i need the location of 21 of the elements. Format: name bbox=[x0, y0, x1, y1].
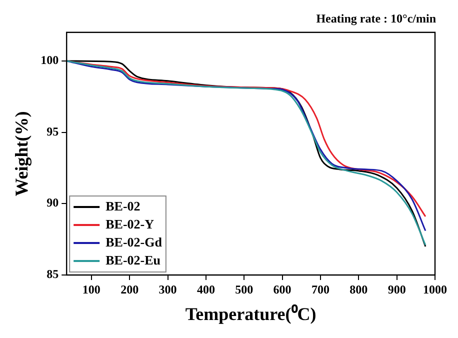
y-axis-title: Weight(%) bbox=[11, 111, 32, 196]
x-tick-label: 100 bbox=[82, 282, 100, 296]
x-tick-label: 900 bbox=[388, 282, 406, 296]
x-tick-label: 200 bbox=[120, 282, 139, 296]
x-tick-label: 500 bbox=[235, 282, 254, 296]
legend-label: BE-02-Gd bbox=[106, 234, 163, 250]
x-tick-label: 600 bbox=[273, 282, 292, 296]
legend-label: BE-02-Y bbox=[106, 216, 155, 232]
y-tick-label: 100 bbox=[40, 53, 59, 68]
x-tick-label: 300 bbox=[158, 282, 177, 296]
chart-title: Heating rate : 10°c/min bbox=[316, 11, 436, 26]
x-tick-label: 700 bbox=[311, 282, 330, 296]
y-tick-label: 95 bbox=[46, 124, 59, 138]
x-tick-label: 400 bbox=[196, 282, 215, 296]
x-tick-label: 1000 bbox=[423, 282, 447, 296]
x-axis-title: Temperature(⁰C) bbox=[185, 304, 316, 324]
legend-label: BE-02-Eu bbox=[106, 252, 161, 268]
legend-label: BE-02 bbox=[106, 198, 140, 214]
y-tick-label: 90 bbox=[46, 196, 59, 210]
x-tick-label: 800 bbox=[350, 282, 368, 296]
y-tick-label: 85 bbox=[46, 267, 59, 282]
